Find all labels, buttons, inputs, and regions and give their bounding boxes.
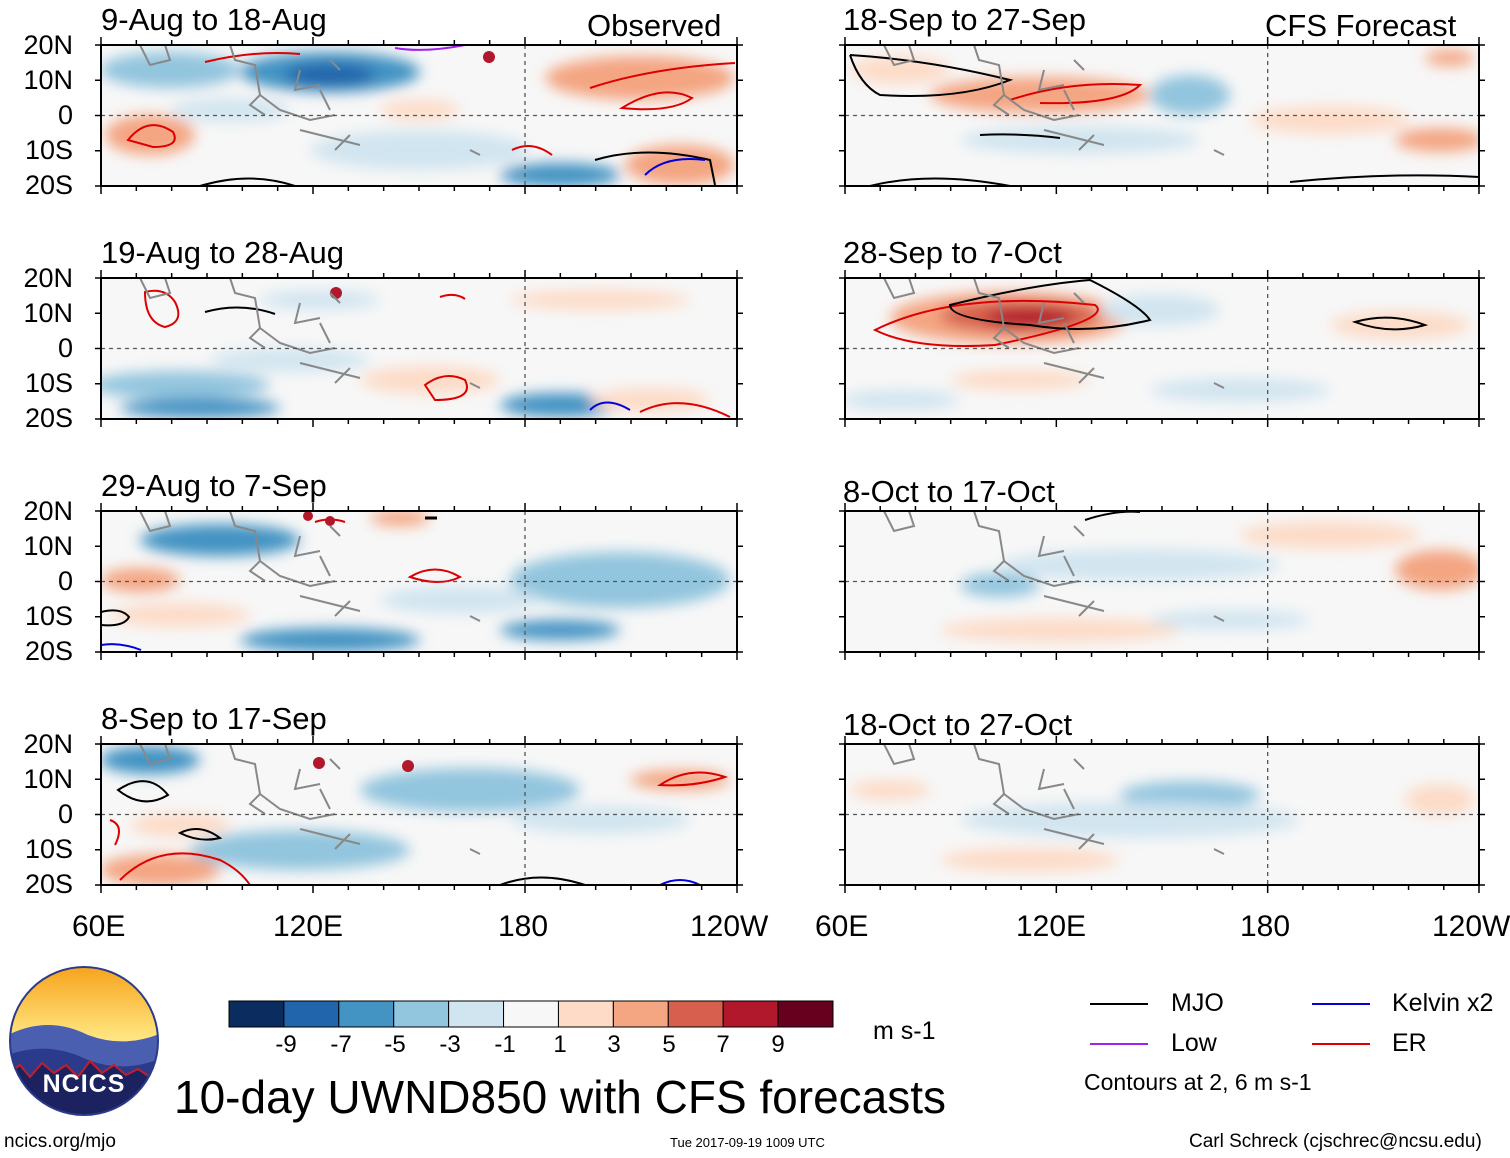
colorbar-tick: -3 (439, 1031, 461, 1058)
lat-label: 10S (24, 601, 73, 631)
units-label: m s-1 (873, 1017, 936, 1045)
colorbar-tick: 3 (607, 1031, 621, 1058)
lon-label: 120W (690, 910, 769, 943)
lat-label: 0 (57, 799, 73, 829)
panel-title-7: 8-Oct to 17-Oct (843, 474, 1055, 509)
ncics-logo: NCICS (8, 965, 160, 1117)
colorbar-swatch (557, 1000, 614, 1028)
lat-label: 20S (24, 170, 73, 200)
lat-label: 0 (57, 100, 73, 130)
map-panel-3 (101, 511, 737, 652)
colorbar-swatch (722, 1000, 779, 1028)
panel-title-6: 28-Sep to 7-Oct (843, 235, 1062, 270)
colorbar-tick: 1 (553, 1031, 567, 1058)
lat-label: 0 (57, 333, 73, 363)
lat-label: 10N (23, 764, 73, 794)
lat-label: 20S (24, 636, 73, 666)
map-panel-4 (101, 744, 737, 885)
lat-label: 20S (24, 403, 73, 433)
colorbar-swatch (777, 1000, 834, 1028)
lat-label: 10N (23, 298, 73, 328)
legend-line-kelvin (1312, 1003, 1370, 1005)
footer-credit: Carl Schreck (cjschrec@ncsu.edu) (1189, 1131, 1482, 1152)
colorbar-swatch (338, 1000, 395, 1028)
legend-label-er: ER (1392, 1029, 1427, 1057)
map-panel-1 (101, 45, 737, 186)
footer-url[interactable]: ncics.org/mjo (4, 1131, 116, 1152)
lat-label: 10N (23, 65, 73, 95)
colorbar-tick: 5 (662, 1031, 676, 1058)
lat-label: 10S (24, 368, 73, 398)
main-title: 10-day UWND850 with CFS forecasts (174, 1071, 947, 1123)
lon-label: 120E (1016, 910, 1087, 943)
colorbar-tick: 9 (771, 1031, 785, 1058)
observed-label: Observed (587, 8, 722, 43)
colorbar-swatch (393, 1000, 450, 1028)
panel-title-4: 8-Sep to 17-Sep (101, 701, 327, 736)
legend-label-kelvin: Kelvin x2 (1392, 989, 1494, 1017)
map-panels (95, 37, 1485, 893)
colorbar-swatch (612, 1000, 669, 1028)
legend-line-mjo (1090, 1003, 1148, 1005)
colorbar-swatch (283, 1000, 340, 1028)
logo-text: NCICS (42, 1070, 126, 1098)
colorbar-swatch (667, 1000, 724, 1028)
colorbar (228, 1000, 834, 1028)
lon-label: 180 (1240, 910, 1291, 943)
lon-label: 60E (72, 910, 126, 943)
logo-graphic (9, 966, 159, 1116)
colorbar-tick: -9 (275, 1031, 297, 1058)
lat-label: 10S (24, 135, 73, 165)
colorbar-swatch (228, 1000, 285, 1028)
colorbar-tick: -1 (494, 1031, 516, 1058)
lat-label: 10N (23, 531, 73, 561)
legend-label-low: Low (1171, 1029, 1217, 1057)
colorbar-tick: -7 (330, 1031, 352, 1058)
panel-title-5: 18-Sep to 27-Sep (843, 2, 1087, 37)
panel-frames (95, 37, 1485, 893)
lat-label: 20N (23, 496, 73, 526)
lat-label: 20N (23, 263, 73, 293)
lat-label: 20N (23, 729, 73, 759)
lat-label: 0 (57, 566, 73, 596)
lon-label: 120W (1432, 910, 1510, 943)
legend-line-low (1090, 1043, 1148, 1045)
lat-label: 20S (24, 869, 73, 899)
contour-note: Contours at 2, 6 m s-1 (1084, 1069, 1312, 1095)
cfs-forecast-label: CFS Forecast (1265, 8, 1457, 43)
panel-title-2: 19-Aug to 28-Aug (101, 235, 345, 270)
colorbar-swatch (503, 1000, 559, 1028)
panel-title-1: 9-Aug to 18-Aug (101, 2, 327, 37)
lon-label: 120E (273, 910, 344, 943)
footer-timestamp: Tue 2017-09-19 1009 UTC (670, 1135, 825, 1150)
lon-label: 60E (815, 910, 869, 943)
panel-title-8: 18-Oct to 27-Oct (843, 707, 1073, 742)
lat-label: 20N (23, 30, 73, 60)
colorbar-tick: -5 (384, 1031, 406, 1058)
colorbar-swatch (448, 1000, 505, 1028)
legend-line-er (1312, 1043, 1370, 1045)
legend-label-mjo: MJO (1171, 989, 1224, 1017)
colorbar-tick: 7 (716, 1031, 730, 1058)
panel-title-3: 29-Aug to 7-Sep (101, 468, 327, 503)
lon-label: 180 (498, 910, 549, 943)
lat-label: 10S (24, 834, 73, 864)
